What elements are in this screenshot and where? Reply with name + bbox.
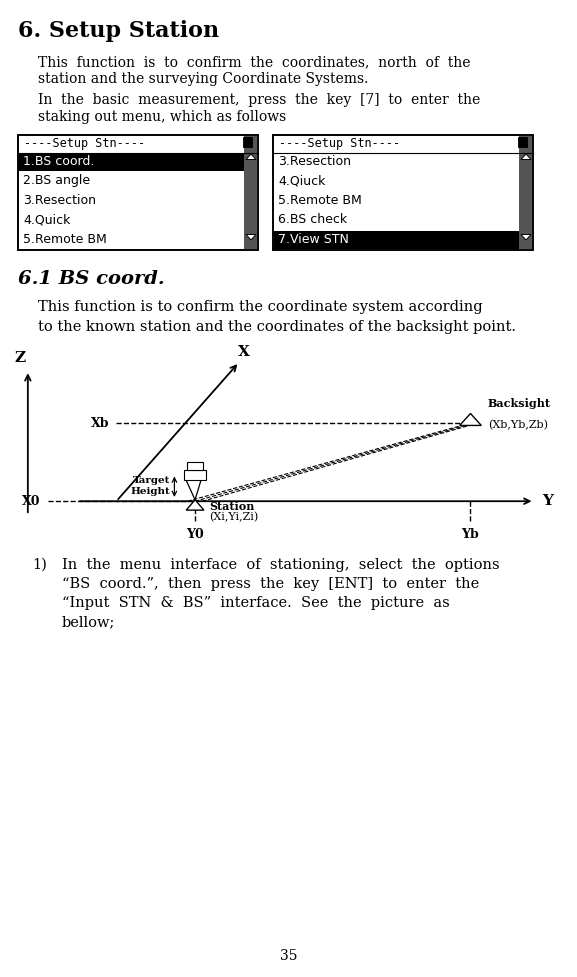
Text: 1): 1) [32, 558, 47, 572]
Text: bellow;: bellow; [62, 615, 115, 629]
Text: 6.1 BS coord.: 6.1 BS coord. [18, 270, 164, 288]
Bar [18, 135, 258, 250]
Text: (Xi,Yi,Zi): (Xi,Yi,Zi) [209, 512, 258, 522]
Text: 6.BS check: 6.BS check [278, 213, 347, 227]
Text: 5.Remote BM: 5.Remote BM [23, 233, 107, 245]
Text: “Input  STN  &  BS”  interface.  See  the  picture  as: “Input STN & BS” interface. See the pict… [62, 596, 449, 610]
Bar [518, 137, 527, 147]
Bar [19, 153, 244, 171]
Text: station and the surveying Coordinate Systems.: station and the surveying Coordinate Sys… [38, 72, 368, 86]
Text: 4.Quick: 4.Quick [23, 213, 70, 227]
Text: X0: X0 [21, 494, 40, 508]
Text: 3.Resection: 3.Resection [278, 155, 351, 168]
Polygon shape [246, 154, 256, 159]
Text: 35: 35 [280, 949, 297, 963]
Text: 5.Remote BM: 5.Remote BM [278, 193, 362, 207]
Polygon shape [521, 234, 531, 240]
Text: ----Setup Stn----: ----Setup Stn---- [279, 137, 400, 150]
Polygon shape [186, 500, 204, 510]
Text: to the known station and the coordinates of the backsight point.: to the known station and the coordinates… [38, 320, 516, 334]
Text: 7.View STN: 7.View STN [278, 233, 349, 245]
Text: Z: Z [15, 351, 26, 364]
Text: 3.Resection: 3.Resection [23, 193, 96, 207]
Text: In  the  basic  measurement,  press  the  key  [7]  to  enter  the: In the basic measurement, press the key … [38, 93, 480, 107]
Bar [243, 137, 252, 147]
Bar [273, 135, 533, 250]
Text: Station: Station [209, 501, 254, 512]
Polygon shape [521, 154, 531, 159]
Bar [519, 135, 533, 250]
Bar [274, 231, 519, 249]
Polygon shape [246, 234, 256, 240]
Text: Target
Height: Target Height [131, 476, 170, 495]
Text: 2.BS angle: 2.BS angle [23, 175, 90, 188]
Polygon shape [460, 413, 481, 425]
Text: “BS  coord.”,  then  press  the  key  [ENT]  to  enter  the: “BS coord.”, then press the key [ENT] to… [62, 577, 479, 591]
Bar [244, 135, 258, 250]
Text: ----Setup Stn----: ----Setup Stn---- [24, 137, 145, 150]
Text: Backsight: Backsight [488, 399, 550, 409]
Text: X: X [238, 345, 250, 360]
Text: staking out menu, which as follows: staking out menu, which as follows [38, 110, 286, 124]
Text: Y0: Y0 [186, 528, 204, 540]
Text: Xb: Xb [91, 417, 109, 430]
Text: Yb: Yb [462, 528, 479, 540]
Text: 1.BS coord.: 1.BS coord. [23, 155, 95, 168]
Text: This function is to confirm the coordinate system according: This function is to confirm the coordina… [38, 300, 482, 314]
Text: In  the  menu  interface  of  stationing,  select  the  options: In the menu interface of stationing, sel… [62, 558, 500, 572]
Text: 4.Qiuck: 4.Qiuck [278, 175, 325, 188]
Bar [18, 135, 258, 250]
Text: This  function  is  to  confirm  the  coordinates,  north  of  the: This function is to confirm the coordina… [38, 55, 470, 69]
Bar [273, 135, 533, 250]
Text: 6. Setup Station: 6. Setup Station [18, 20, 219, 42]
Text: (Xb,Yb,Zb): (Xb,Yb,Zb) [488, 420, 548, 430]
Text: Y: Y [542, 494, 553, 508]
Bar [184, 470, 206, 481]
Bar [187, 462, 203, 470]
